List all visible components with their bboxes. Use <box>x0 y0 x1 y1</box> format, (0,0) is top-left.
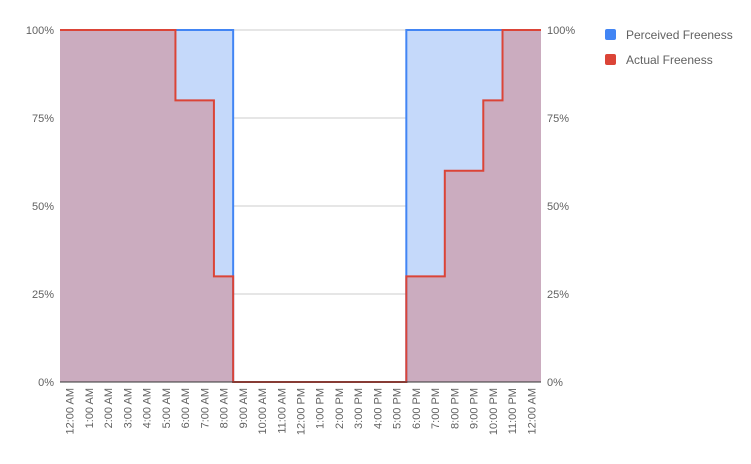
y-tick-label-right: 75% <box>547 113 569 125</box>
x-tick-label: 4:00 AM <box>142 388 154 428</box>
x-tick-label: 6:00 AM <box>180 388 192 428</box>
y-tick-label-right: 0% <box>547 377 563 389</box>
x-tick-label: 11:00 AM <box>276 388 288 434</box>
legend-label: Actual Freeness <box>626 52 713 67</box>
x-tick-label: 11:00 PM <box>507 388 519 434</box>
x-tick-label: 7:00 PM <box>430 388 442 429</box>
x-tick-label: 1:00 PM <box>315 388 327 429</box>
x-tick-label: 2:00 PM <box>334 388 346 429</box>
y-tick-label-left: 100% <box>26 25 54 37</box>
legend-item-perceived[interactable]: Perceived Freeness <box>605 22 733 47</box>
x-tick-label: 3:00 AM <box>122 388 134 428</box>
x-tick-label: 10:00 PM <box>488 388 500 435</box>
legend-label: Perceived Freeness <box>626 27 733 42</box>
legend: Perceived Freeness Actual Freeness <box>605 22 733 72</box>
y-tick-label-right: 100% <box>547 25 575 37</box>
x-tick-label: 9:00 AM <box>238 388 250 428</box>
x-tick-label: 10:00 AM <box>257 388 269 434</box>
x-tick-label: 12:00 AM <box>526 388 538 434</box>
x-tick-label: 8:00 AM <box>219 388 231 428</box>
y-tick-label-right: 50% <box>547 201 569 213</box>
y-tick-label-right: 25% <box>547 289 569 301</box>
x-tick-label: 5:00 PM <box>392 388 404 429</box>
x-tick-label: 8:00 PM <box>449 388 461 429</box>
x-tick-label: 2:00 AM <box>103 388 115 428</box>
x-tick-label: 4:00 PM <box>372 388 384 429</box>
x-tick-label: 12:00 AM <box>65 388 77 434</box>
area-fill-0 <box>60 30 541 382</box>
y-tick-label-left: 75% <box>32 113 54 125</box>
x-tick-label: 1:00 AM <box>84 388 96 428</box>
x-tick-label: 9:00 PM <box>469 388 481 429</box>
y-tick-label-left: 0% <box>38 377 54 389</box>
x-tick-label: 6:00 PM <box>411 388 423 429</box>
legend-item-actual[interactable]: Actual Freeness <box>605 47 733 72</box>
x-tick-label: 3:00 PM <box>353 388 365 429</box>
legend-swatch-red <box>605 54 616 65</box>
legend-swatch-blue <box>605 29 616 40</box>
y-tick-label-left: 50% <box>32 201 54 213</box>
x-tick-label: 7:00 AM <box>199 388 211 428</box>
y-tick-label-left: 25% <box>32 289 54 301</box>
area-fill-1 <box>60 30 541 382</box>
x-tick-label: 12:00 PM <box>296 388 308 435</box>
x-tick-label: 5:00 AM <box>161 388 173 428</box>
